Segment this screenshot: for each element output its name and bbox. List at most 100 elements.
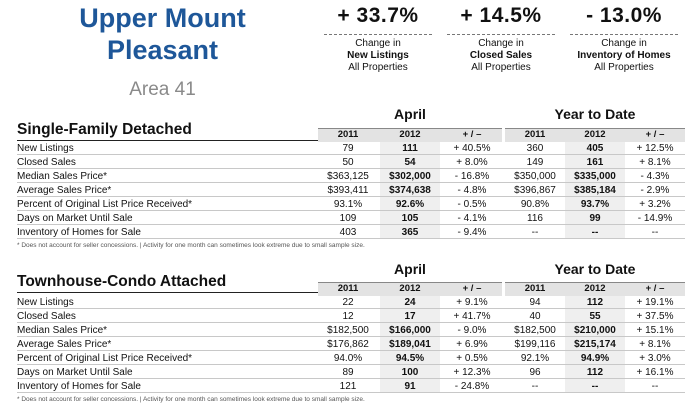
- area-label: Area 41: [129, 79, 196, 100]
- col-header-2012: 2012: [584, 283, 606, 294]
- cell-yc: + 8.1%: [639, 157, 671, 168]
- col-header-2012: 2012: [399, 283, 421, 294]
- cell-a2: 365: [401, 227, 419, 238]
- cell-yc: + 3.0%: [639, 353, 671, 364]
- footnote: * Does not account for seller concession…: [17, 242, 365, 249]
- cell-y1: 116: [527, 213, 543, 224]
- cell-ac: - 24.8%: [454, 381, 490, 392]
- cell-y1: $199,116: [514, 339, 556, 350]
- ytd-header-band: [505, 282, 685, 296]
- cell-y1: $396,867: [514, 185, 556, 196]
- col-header-2012: 2012: [584, 129, 606, 140]
- stat-closed-sales: + 14.5% Change in Closed Sales All Prope…: [441, 0, 561, 74]
- cell-y2: 405: [586, 143, 604, 154]
- april-heading: April: [394, 106, 426, 122]
- cell-yc: + 8.1%: [639, 339, 671, 350]
- table-row: Inventory of Homes for Sale 121 91 - 24.8% -…: [17, 380, 685, 393]
- cell-y1: 40: [529, 311, 541, 322]
- cell-ac: - 4.8%: [457, 185, 487, 196]
- section-title-townhouse-condo: Townhouse-Condo Attached: [17, 273, 227, 290]
- cell-yc: + 16.1%: [636, 367, 674, 378]
- cell-ac: - 4.1%: [457, 213, 487, 224]
- cell-ac: + 6.9%: [456, 339, 488, 350]
- table-row: Median Sales Price* $182,500 $166,000 - 9.0…: [17, 324, 685, 337]
- table-row: Percent of Original List Price Received*…: [17, 198, 685, 211]
- stat-inventory: - 13.0% Change in Inventory of Homes All…: [564, 0, 684, 74]
- table-row: Average Sales Price* $393,411 $374,638 - 4.…: [17, 184, 685, 197]
- cell-ac: - 9.0%: [457, 325, 487, 336]
- stat-caption-3: All Properties: [594, 62, 654, 73]
- stat-caption-1: Change in: [601, 38, 647, 49]
- cell-a1: 12: [342, 311, 354, 322]
- row-label: Average Sales Price*: [17, 185, 112, 196]
- row-label: Inventory of Homes for Sale: [17, 381, 141, 392]
- cell-ac: + 41.7%: [453, 311, 491, 322]
- stat-caption-2: Inventory of Homes: [577, 50, 671, 61]
- section-underline: [17, 292, 322, 293]
- cell-y1: 94: [529, 297, 541, 308]
- col-header-change: + / –: [462, 129, 482, 140]
- cell-ac: + 12.3%: [453, 367, 491, 378]
- april-header-band: [318, 128, 502, 142]
- page-title-line1: Upper Mount: [79, 3, 246, 33]
- april-header-band: [318, 282, 502, 296]
- cell-ac: + 40.5%: [453, 143, 491, 154]
- table-row: New Listings 79 111 + 40.5% 360 405 + 12.5%: [17, 142, 685, 155]
- cell-y1: 149: [526, 157, 544, 168]
- stat-new-listings: + 33.7% Change in New Listings All Prope…: [318, 0, 438, 74]
- row-label: Percent of Original List Price Received*: [17, 353, 193, 364]
- table-row: Closed Sales 50 54 + 8.0% 149 161 + 8.1%: [17, 156, 685, 169]
- cell-y1: 92.1%: [520, 353, 550, 364]
- cell-a2: 111: [402, 143, 418, 154]
- cell-y1: 96: [529, 367, 541, 378]
- cell-y2: 94.9%: [580, 353, 610, 364]
- cell-yc: --: [651, 381, 659, 392]
- cell-yc: - 4.3%: [640, 171, 670, 182]
- cell-ac: - 0.5%: [457, 199, 487, 210]
- cell-y1: 90.8%: [520, 199, 550, 210]
- ytd-header-band: [505, 128, 685, 142]
- col-header-2011: 2011: [524, 129, 546, 140]
- cell-a1: 403: [339, 227, 357, 238]
- cell-y2: 55: [589, 311, 601, 322]
- cell-ac: + 8.0%: [456, 157, 488, 168]
- col-header-2011: 2011: [524, 283, 546, 294]
- ytd-heading: Year to Date: [554, 106, 636, 122]
- row-label: Days on Market Until Sale: [17, 367, 133, 378]
- section-underline: [17, 140, 322, 141]
- section-title-single-family: Single-Family Detached: [17, 121, 192, 138]
- row-label: New Listings: [17, 143, 74, 154]
- april-2012-highlight: [380, 296, 440, 393]
- cell-y2: $335,000: [574, 171, 616, 182]
- stat-caption-1: Change in: [478, 38, 524, 49]
- row-label: New Listings: [17, 297, 74, 308]
- cell-y1: $350,000: [514, 171, 556, 182]
- cell-a1: $393,411: [327, 185, 369, 196]
- table-row: Median Sales Price* $363,125 $302,000 - 16.…: [17, 170, 685, 183]
- row-label: Median Sales Price*: [17, 171, 108, 182]
- cell-yc: --: [651, 227, 659, 238]
- ytd-2012-highlight: [565, 142, 625, 239]
- row-label: Closed Sales: [17, 157, 76, 168]
- table-row: New Listings 22 24 + 9.1% 94 112 + 19.1%: [17, 296, 685, 309]
- cell-a1: 109: [339, 213, 357, 224]
- cell-yc: + 19.1%: [636, 297, 674, 308]
- cell-a2: 94.5%: [395, 353, 425, 364]
- cell-a2: 54: [404, 157, 416, 168]
- stat-value: + 33.7%: [337, 4, 419, 27]
- cell-y2: 99: [589, 213, 601, 224]
- footnote: * Does not account for seller concession…: [17, 396, 365, 403]
- cell-a1: 94.0%: [333, 353, 363, 364]
- cell-a2: $302,000: [389, 171, 431, 182]
- cell-y2: 161: [586, 157, 604, 168]
- stat-caption-1: Change in: [355, 38, 401, 49]
- cell-y1: --: [531, 381, 539, 392]
- table-row: Closed Sales 12 17 + 41.7% 40 55 + 37.5%: [17, 310, 685, 323]
- stat-caption-3: All Properties: [348, 62, 408, 73]
- ytd-2012-highlight: [565, 296, 625, 393]
- cell-a1: 121: [339, 381, 357, 392]
- col-header-change: + / –: [645, 129, 665, 140]
- cell-y2: $210,000: [574, 325, 616, 336]
- stat-divider: [447, 34, 555, 35]
- cell-a1: 22: [342, 297, 354, 308]
